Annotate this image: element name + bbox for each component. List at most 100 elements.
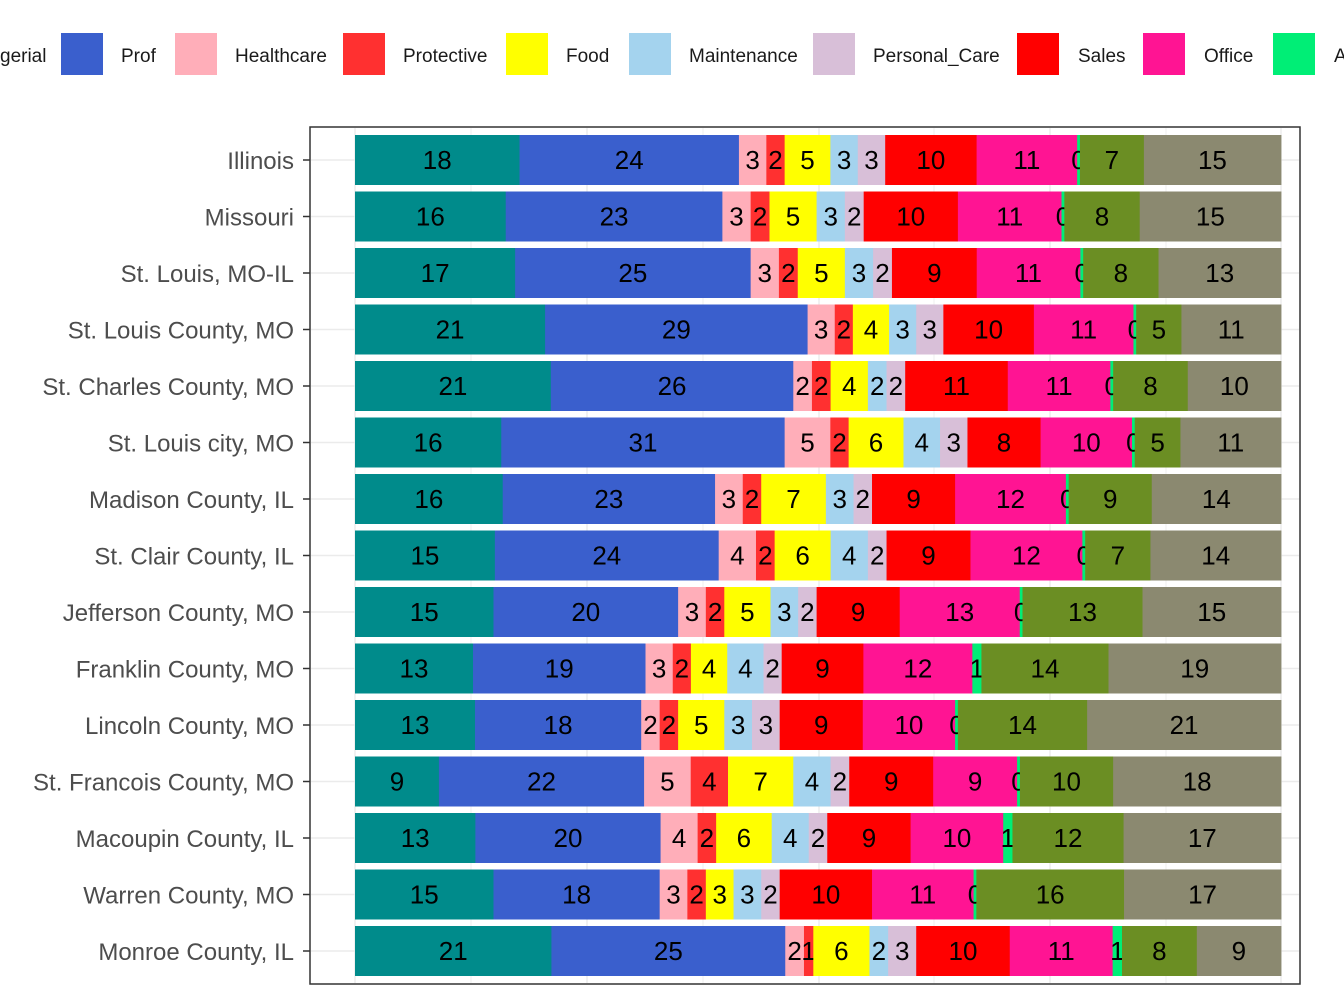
bar-segment — [1142, 587, 1282, 637]
bar-segment — [970, 530, 1083, 581]
data-label: 21 — [438, 371, 467, 401]
bar-segment — [697, 813, 717, 863]
data-label: 21 — [436, 315, 465, 345]
bar-segment — [916, 304, 944, 355]
data-label: 16 — [414, 428, 443, 458]
bar-segment — [1019, 587, 1023, 637]
bar-segment — [888, 926, 917, 976]
data-label: 6 — [834, 936, 848, 966]
data-label: 2 — [708, 597, 722, 627]
data-label: 10 — [942, 823, 971, 853]
data-label: 23 — [600, 202, 629, 232]
bar-segment — [827, 813, 911, 863]
bar-segment — [355, 474, 504, 524]
bar-segment — [1022, 587, 1143, 637]
category-label: Lincoln County, MO — [85, 713, 294, 740]
category-label: St. Louis, MO-IL — [121, 261, 294, 288]
legend-swatch — [343, 33, 385, 75]
bar-segment — [793, 361, 813, 411]
data-label: 24 — [615, 145, 644, 175]
data-label: 2 — [795, 371, 809, 401]
bar-segment — [862, 700, 956, 750]
data-label: 1 — [801, 936, 815, 966]
bar-segment — [933, 756, 1018, 807]
bar-segment — [475, 813, 661, 863]
bar-segment — [355, 926, 552, 976]
bar-segment — [1139, 191, 1282, 242]
legend-swatch — [813, 33, 855, 75]
bar-segment — [355, 643, 474, 694]
data-label: 8 — [1152, 936, 1166, 966]
data-label: 10 — [949, 936, 978, 966]
legend-swatch — [1143, 33, 1185, 75]
data-label: 5 — [1150, 428, 1164, 458]
data-label: 2 — [753, 202, 767, 232]
bar-segment — [545, 304, 808, 355]
bar-segment — [940, 417, 968, 468]
data-label: 29 — [662, 315, 691, 345]
data-label: 3 — [729, 202, 743, 232]
bar-segment — [705, 587, 725, 637]
data-label: 2 — [643, 710, 657, 740]
data-label: 2 — [889, 371, 903, 401]
data-label: 2 — [872, 936, 886, 966]
legend-swatch — [1017, 33, 1059, 75]
data-label: 2 — [832, 428, 846, 458]
data-label: 2 — [758, 541, 772, 571]
bar-segment — [1180, 417, 1282, 468]
data-label: 2 — [856, 484, 870, 514]
category-label: St. Charles County, MO — [42, 374, 294, 401]
data-label: 2 — [745, 484, 759, 514]
data-label: 2 — [662, 710, 676, 740]
bar-segment — [867, 361, 887, 411]
bar-segment — [779, 869, 873, 920]
bar-segment — [803, 926, 814, 976]
bar-segment — [905, 361, 1009, 411]
bar-segment — [355, 191, 507, 242]
bar-segment — [885, 135, 977, 185]
data-label: 12 — [996, 484, 1025, 514]
data-label: 3 — [837, 145, 851, 175]
bar-segment — [1150, 530, 1282, 581]
bar-segment — [830, 756, 850, 807]
data-label: 2 — [675, 654, 689, 684]
bar-segment — [355, 248, 516, 298]
bar-segment — [733, 869, 762, 920]
bar-segment — [705, 869, 734, 920]
bar-segment — [844, 248, 874, 298]
data-label: 4 — [702, 654, 716, 684]
bar-segment — [1158, 248, 1282, 298]
data-label: 3 — [947, 428, 961, 458]
bar-segment — [1181, 304, 1282, 355]
data-label: 5 — [660, 767, 674, 797]
data-label: 10 — [1052, 767, 1081, 797]
data-label: 4 — [730, 541, 744, 571]
bar-segment — [1068, 474, 1153, 524]
bar-segment — [355, 700, 476, 750]
category-label: Monroe County, IL — [98, 939, 294, 966]
bar-segment — [519, 135, 740, 185]
data-label: 9 — [815, 654, 829, 684]
data-label: 5 — [800, 145, 814, 175]
bar-segment — [863, 191, 959, 242]
data-label: 24 — [592, 541, 621, 571]
data-label: 13 — [1068, 597, 1097, 627]
bar-segment — [981, 643, 1109, 694]
bar-segment — [1082, 530, 1086, 581]
bar-segment — [1136, 304, 1182, 355]
bar-segment — [761, 869, 781, 920]
bar-segment — [1187, 361, 1282, 411]
data-label: 15 — [410, 880, 439, 910]
data-label: 15 — [1196, 202, 1225, 232]
data-label: 9 — [851, 597, 865, 627]
bar-segment — [763, 643, 783, 694]
category-label: Madison County, IL — [89, 487, 294, 514]
data-label: 20 — [554, 823, 583, 853]
bar-segment — [493, 587, 679, 637]
bar-segment — [1019, 756, 1114, 807]
bar-segment — [807, 304, 836, 355]
data-label: 14 — [1201, 541, 1230, 571]
data-label: 4 — [783, 823, 797, 853]
